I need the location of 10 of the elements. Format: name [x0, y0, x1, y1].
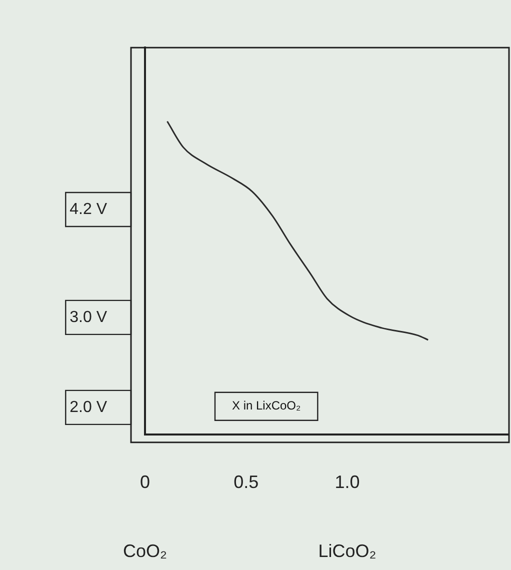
- text: CoO₂: [123, 540, 168, 561]
- x-tick-label: 0.5: [234, 472, 259, 492]
- y-tick-label: 2.0 V: [70, 398, 108, 416]
- text: LiCoO₂: [318, 540, 376, 561]
- x-axis-title: X in LixCoO₂: [232, 398, 302, 413]
- x-tick-label: 1.0: [334, 472, 360, 492]
- y-tick-label: 3.0 V: [70, 308, 108, 326]
- y-tick-label: 4.2 V: [70, 200, 108, 218]
- x-tick-label: 0: [140, 472, 150, 492]
- line-series: [166, 120, 429, 341]
